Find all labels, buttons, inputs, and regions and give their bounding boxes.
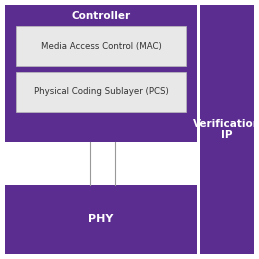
- Text: Controller: Controller: [71, 11, 131, 21]
- Bar: [16, 72, 186, 112]
- Bar: [5, 185, 197, 254]
- Text: Verification
IP: Verification IP: [193, 119, 259, 140]
- Bar: [16, 26, 186, 66]
- Bar: [5, 5, 197, 142]
- Text: Physical Coding Sublayer (PCS): Physical Coding Sublayer (PCS): [34, 88, 168, 97]
- Text: Media Access Control (MAC): Media Access Control (MAC): [41, 41, 161, 51]
- Bar: [5, 142, 197, 185]
- Bar: [200, 5, 254, 254]
- Text: PHY: PHY: [88, 214, 114, 225]
